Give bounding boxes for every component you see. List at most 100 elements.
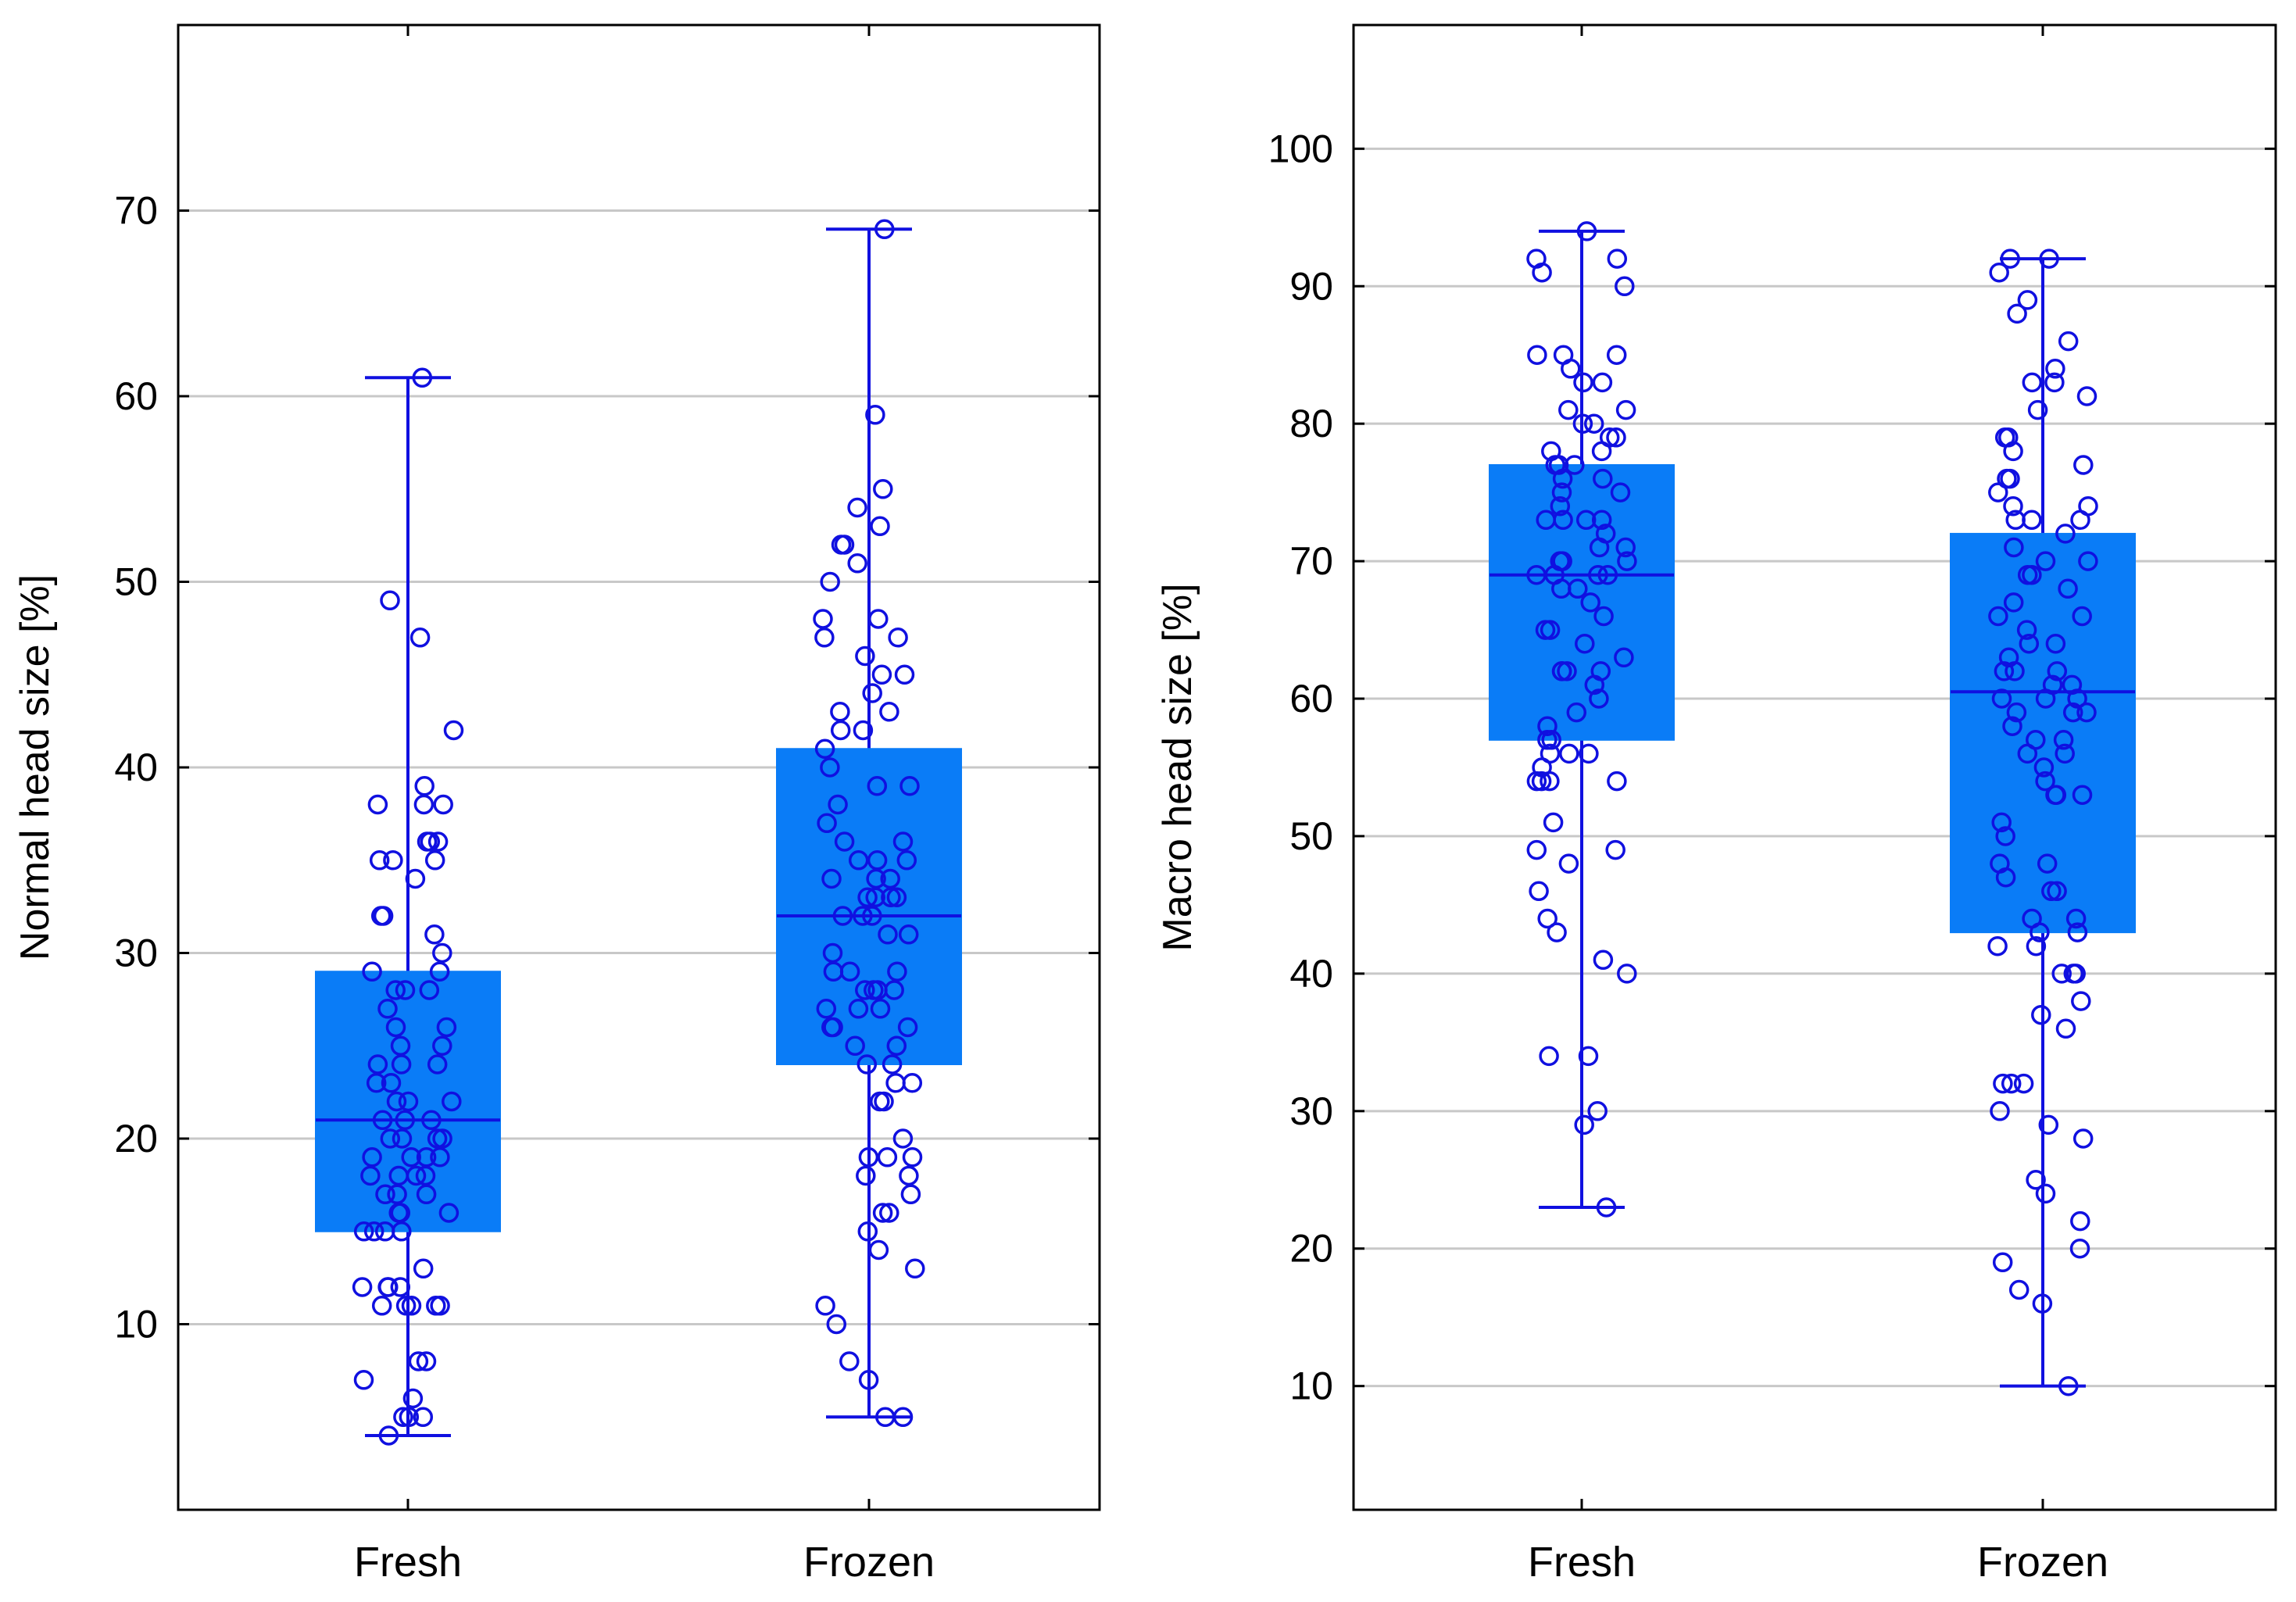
data-point: [391, 1054, 412, 1075]
data-point: [848, 850, 869, 871]
data-point: [855, 645, 875, 667]
data-point: [864, 980, 884, 1000]
data-point: [2071, 991, 2091, 1011]
x-tick-label: Fresh: [1528, 1539, 1636, 1586]
data-point: [1526, 839, 1547, 860]
data-point: [387, 1184, 407, 1205]
data-point: [855, 980, 875, 1000]
data-point: [1606, 345, 1627, 365]
data-point: [366, 1073, 387, 1093]
data-point: [1575, 633, 1595, 654]
data-point: [832, 906, 853, 926]
data-point: [2058, 578, 2078, 599]
data-point: [1615, 537, 1636, 558]
data-point: [1561, 359, 1581, 379]
data-point: [353, 1370, 374, 1390]
data-point: [885, 1073, 906, 1093]
data-point: [2053, 730, 2074, 750]
data-point: [1566, 702, 1587, 723]
plot-frame: [1352, 23, 2277, 1511]
data-point: [902, 1147, 923, 1168]
iqr-box: [1950, 532, 2136, 934]
x-tick-label: Frozen: [803, 1539, 935, 1586]
data-point: [413, 794, 435, 815]
data-point: [1987, 935, 2008, 957]
data-point: [2055, 743, 2075, 764]
data-point: [897, 1017, 918, 1038]
data-point: [1553, 510, 1573, 531]
data-point: [847, 553, 867, 574]
data-point: [1540, 771, 1560, 792]
data-point: [2070, 1210, 2090, 1232]
data-point: [886, 887, 907, 908]
y-tick-label: 30: [114, 932, 158, 975]
y-tick-label: 70: [114, 189, 158, 233]
data-point: [899, 776, 920, 796]
data-point: [1615, 276, 1635, 297]
data-point: [1576, 221, 1597, 241]
data-point: [871, 664, 892, 685]
data-point: [862, 906, 882, 926]
data-point: [879, 1203, 899, 1223]
data-point: [2039, 249, 2059, 269]
data-point: [2041, 881, 2062, 902]
data-point: [2047, 661, 2068, 681]
data-point: [360, 1165, 381, 1186]
data-point: [872, 1203, 893, 1223]
data-point: [2078, 551, 2098, 571]
y-tick-label: 10: [1289, 1364, 1333, 1408]
data-point: [1615, 399, 1636, 420]
data-point: [2076, 702, 2097, 723]
data-point: [845, 1035, 865, 1057]
data-point: [900, 1184, 921, 1205]
data-point: [2072, 785, 2093, 805]
data-point: [2067, 688, 2087, 709]
data-point: [372, 1110, 393, 1131]
data-point: [1529, 881, 1549, 902]
data-point: [1558, 399, 1579, 420]
data-point: [377, 1277, 398, 1297]
data-point: [390, 1203, 411, 1223]
data-point: [413, 1407, 434, 1428]
data-point: [419, 980, 440, 1000]
data-point: [1552, 468, 1573, 489]
data-point: [886, 1035, 907, 1057]
data-point: [834, 831, 855, 852]
data-point: [2004, 537, 2024, 558]
y-tick-label: 10: [114, 1303, 158, 1346]
series-frozen: [1950, 249, 2136, 1396]
y-tick-label: 70: [1289, 539, 1333, 583]
data-point: [2027, 399, 2048, 420]
data-point: [374, 1221, 395, 1242]
data-point: [1605, 839, 1625, 860]
data-point: [375, 1184, 395, 1205]
data-point: [831, 535, 852, 555]
data-point: [427, 1128, 448, 1149]
data-point: [821, 868, 842, 889]
data-point: [1531, 771, 1552, 792]
data-point: [2067, 922, 2088, 942]
data-point: [2032, 1293, 2053, 1314]
data-point: [2031, 1004, 2051, 1025]
data-point: [363, 1221, 384, 1242]
data-point: [887, 961, 907, 982]
data-point: [369, 850, 390, 871]
data-point: [1591, 510, 1612, 531]
data-point: [2003, 441, 2023, 462]
data-point: [1606, 427, 1626, 448]
data-point: [383, 850, 403, 871]
data-point: [443, 720, 464, 741]
data-point: [413, 1258, 434, 1279]
y-tick-label: 60: [114, 374, 158, 418]
data-point: [1589, 688, 1609, 709]
y-tick-label: 90: [1289, 264, 1333, 308]
data-point: [1988, 482, 2008, 502]
data-point: [898, 924, 919, 945]
data-point: [815, 1296, 835, 1316]
data-point: [353, 1221, 374, 1242]
data-point: [875, 1407, 896, 1428]
data-point: [868, 609, 889, 629]
data-point: [409, 628, 431, 648]
data-point: [1526, 564, 1547, 585]
data-point: [436, 1017, 457, 1038]
